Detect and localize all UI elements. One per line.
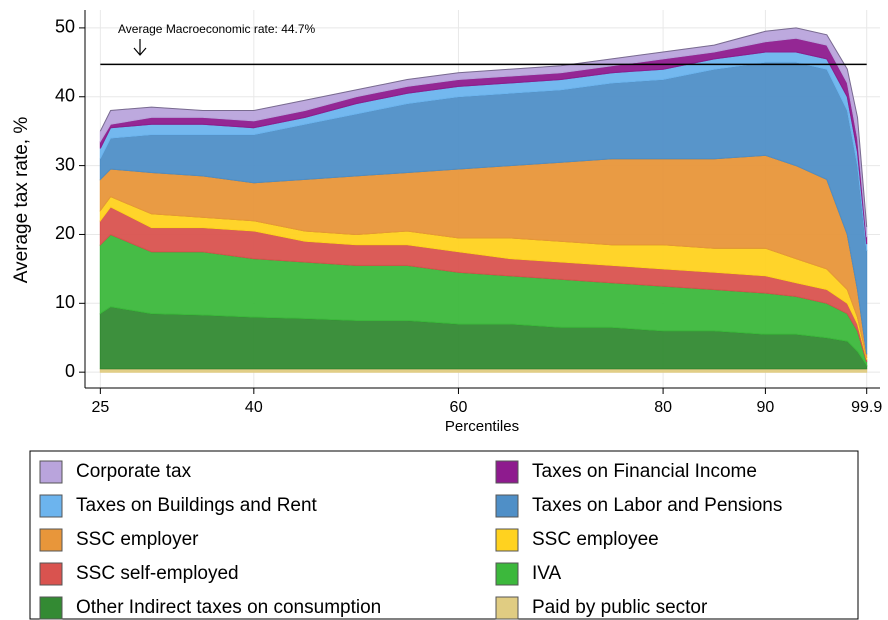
legend-label: Other Indirect taxes on consumption: [76, 597, 381, 618]
x-tick-label: 80: [654, 399, 672, 416]
legend-swatch: [39, 460, 63, 484]
legend-label: Taxes on Labor and Pensions: [532, 495, 782, 516]
y-tick-label: 50: [55, 17, 75, 37]
y-tick-label: 20: [55, 223, 75, 243]
x-tick-label: 60: [450, 399, 468, 416]
legend-label: SSC self-employed: [76, 563, 239, 584]
x-tick-label: 90: [757, 399, 775, 416]
x-tick-label: 25: [91, 399, 109, 416]
legend-swatch: [495, 528, 519, 552]
y-tick-label: 30: [55, 154, 75, 174]
legend-box: [29, 450, 859, 620]
y-tick-label: 0: [65, 361, 75, 381]
legend-swatch: [495, 562, 519, 586]
legend-label: SSC employer: [76, 529, 199, 550]
annotation: Average Macroeconomic rate: 44.7%: [118, 22, 316, 36]
area: [99, 27, 868, 238]
annotation-arrow: [133, 39, 147, 56]
legend-swatch: [495, 596, 519, 620]
legend-swatch: [39, 562, 63, 586]
legend-label: SSC employee: [532, 529, 659, 550]
legend-swatch: [495, 494, 519, 518]
legend-label: IVA: [532, 563, 562, 584]
y-tick-label: 40: [55, 86, 75, 106]
legend-swatch: [39, 596, 63, 620]
legend-label: Paid by public sector: [532, 597, 708, 618]
x-tick-label: 40: [245, 399, 263, 416]
legend-swatch: [495, 460, 519, 484]
legend-label: Taxes on Financial Income: [532, 461, 757, 482]
legend-label: Taxes on Buildings and Rent: [76, 495, 318, 516]
legend-label: Corporate tax: [76, 461, 192, 482]
area-edge: [99, 27, 868, 227]
x-axis-title: Percentiles: [445, 418, 519, 435]
y-tick-label: 10: [55, 292, 75, 312]
legend-swatch: [39, 528, 63, 552]
x-tick-label: 99.9: [851, 399, 882, 416]
y-axis-title: Average tax rate, %: [11, 117, 32, 284]
legend-swatch: [39, 494, 63, 518]
area: [99, 368, 868, 373]
